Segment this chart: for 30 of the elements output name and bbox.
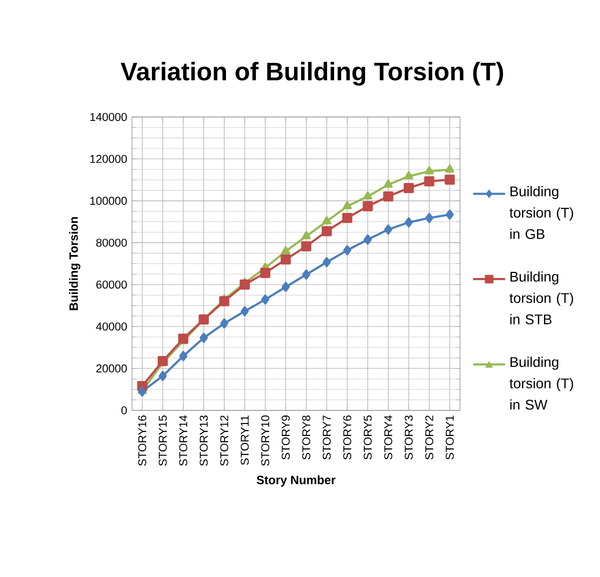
x-tick-label: STORY14 bbox=[179, 415, 188, 466]
x-tick-label: STORY13 bbox=[200, 416, 208, 466]
x-tick-label: STORY8 bbox=[302, 416, 310, 460]
chart-title: Variation of Building Torsion (T) bbox=[120, 62, 504, 86]
x-tick-label: STORY1 bbox=[446, 416, 454, 460]
x-tick-label: STORY3 bbox=[404, 416, 413, 460]
legend-label: Building torsion (T) in SW bbox=[510, 356, 574, 410]
y-tick-label: 0 bbox=[121, 406, 127, 414]
x-tick-label: STORY11 bbox=[240, 416, 249, 465]
x-tick-label: STORY2 bbox=[425, 416, 434, 460]
y-tick-label: 60000 bbox=[96, 280, 127, 289]
y-tick-label: 100000 bbox=[90, 196, 127, 205]
y-tick-label: 80000 bbox=[96, 238, 127, 247]
x-tick-label: STORY7 bbox=[322, 416, 331, 460]
y-axis-title: Building Torsion bbox=[69, 217, 80, 310]
x-tick-label: STORY15 bbox=[158, 416, 167, 466]
x-tick-label: STORY4 bbox=[384, 415, 392, 460]
x-tick-label: STORY12 bbox=[220, 416, 228, 466]
y-tick-label: 140000 bbox=[90, 112, 127, 121]
legend-label: Building torsion (T) in GB bbox=[510, 186, 574, 240]
x-tick-label: STORY5 bbox=[364, 415, 372, 460]
x-tick-label: STORY6 bbox=[343, 416, 352, 460]
x-tick-label: STORY10 bbox=[261, 415, 270, 466]
y-tick-label: 40000 bbox=[96, 322, 127, 331]
legend-label: Building torsion (T) in STB bbox=[510, 271, 574, 324]
y-tick-label: 20000 bbox=[96, 364, 127, 372]
y-tick-label: 120000 bbox=[90, 154, 127, 163]
x-axis-title: Story Number bbox=[256, 475, 336, 487]
x-tick-label: STORY9 bbox=[282, 416, 290, 460]
x-tick-label: STORY16 bbox=[138, 416, 146, 466]
